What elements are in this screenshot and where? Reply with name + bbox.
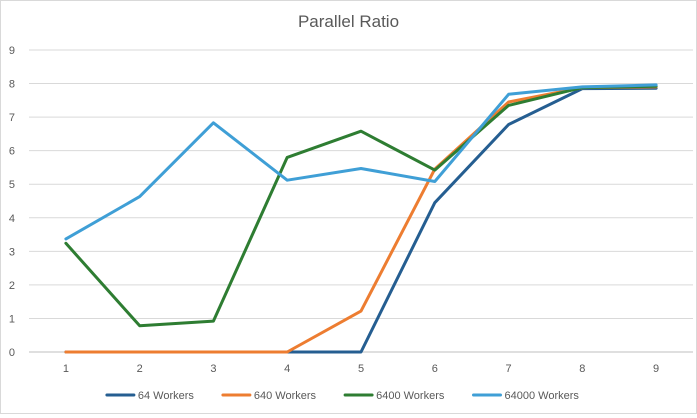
x-tick-label: 8 [579, 363, 585, 375]
y-tick-label: 4 [9, 213, 15, 225]
legend-label-640-workers: 640 Workers [254, 390, 317, 402]
series-line-64000-workers [64, 83, 658, 241]
x-tick-label: 3 [210, 363, 216, 375]
legend: 64 Workers 640 Workers 6400 Workers 64000 W… [105, 390, 580, 402]
chart-title: Parallel Ratio [297, 12, 400, 31]
series-lines [64, 83, 658, 354]
y-tick-label: 7 [9, 112, 15, 124]
y-tick-label: 6 [9, 146, 15, 158]
legend-label-64000-workers: 64000 Workers [505, 390, 580, 402]
x-tick-label: 7 [505, 363, 511, 375]
x-tick-label: 6 [432, 363, 438, 375]
series-line-6400-workers [64, 84, 658, 328]
y-tick-label: 5 [9, 179, 15, 191]
x-tick-label: 9 [653, 363, 659, 375]
y-tick-label: 3 [9, 246, 15, 258]
y-tick-label: 8 [9, 79, 15, 91]
y-tick-label: 2 [9, 280, 15, 292]
x-tick-label: 1 [63, 363, 69, 375]
gridlines [29, 49, 693, 319]
x-tick-label: 5 [358, 363, 364, 375]
legend-label-6400-workers: 6400 Workers [376, 390, 445, 402]
x-tick-label: 2 [137, 363, 143, 375]
y-tick-label: 9 [9, 45, 15, 57]
x-tick-label: 4 [284, 363, 290, 375]
axes: 0 1 2 3 4 5 6 7 8 9 1 2 3 4 5 6 7 8 9 [9, 45, 693, 375]
series-line-640-workers [64, 85, 658, 354]
y-tick-label: 1 [9, 313, 15, 325]
y-tick-label: 0 [9, 347, 15, 359]
legend-label-64-workers: 64 Workers [138, 390, 195, 402]
